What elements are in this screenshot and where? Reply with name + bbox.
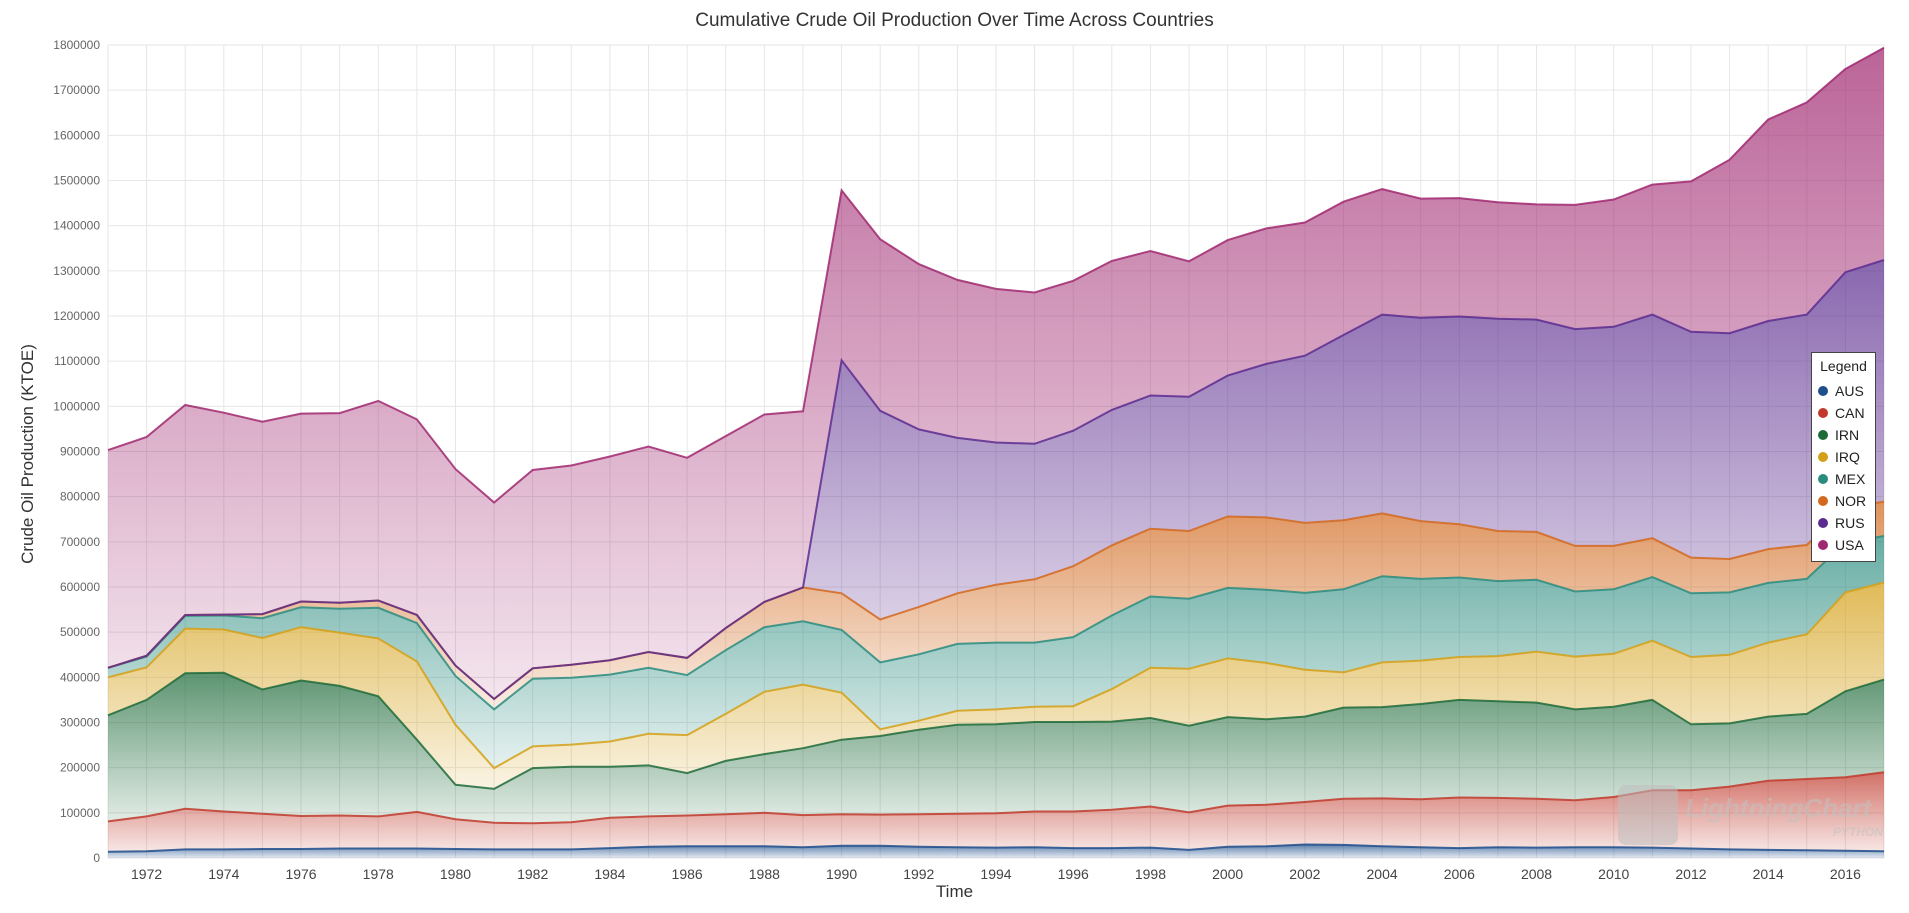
x-tick-label: 1992 [903, 866, 934, 882]
y-tick-label: 800000 [60, 490, 100, 504]
legend-marker-icon [1818, 430, 1828, 440]
y-tick-label: 400000 [60, 670, 100, 684]
x-tick-label: 1978 [363, 866, 394, 882]
x-tick-label: 1972 [131, 866, 162, 882]
area-rus [108, 260, 1884, 699]
y-tick-label: 700000 [60, 535, 100, 549]
legend-label: USA [1835, 537, 1864, 553]
y-tick-label: 1600000 [53, 128, 100, 142]
x-tick-label: 1998 [1135, 866, 1166, 882]
legend-label: RUS [1835, 515, 1865, 531]
x-axis-ticks: 1972 1974 1976 1978 1980 1982 1984 1986 1988 1990… [131, 866, 1861, 882]
x-tick-label: 1988 [749, 866, 780, 882]
legend-item-irn[interactable]: IRN [1818, 424, 1869, 446]
line-usa [107, 46, 1885, 504]
legend-label: IRN [1835, 427, 1860, 443]
y-tick-label: 900000 [60, 445, 100, 459]
watermark-brand: LightningChart [1685, 793, 1872, 823]
watermark: LightningChart PYTHON [1615, 785, 1895, 850]
x-tick-label: 2014 [1753, 866, 1784, 882]
x-tick-label: 2008 [1521, 866, 1552, 882]
legend-marker-icon [1818, 452, 1828, 462]
legend: Legend AUS CAN IRN IRQ MEX NOR RUS USA [1811, 352, 1876, 562]
y-tick-label: 1200000 [53, 309, 100, 323]
line-aus [107, 843, 1885, 853]
y-tick-label: 1300000 [53, 264, 100, 278]
line-irq [107, 581, 1885, 770]
y-tick-label: 200000 [60, 761, 100, 775]
legend-marker-icon [1818, 496, 1828, 506]
legend-item-irq[interactable]: IRQ [1818, 446, 1869, 468]
x-tick-label: 1990 [826, 866, 857, 882]
legend-title: Legend [1820, 358, 1867, 374]
watermark-sub: PYTHON [1833, 825, 1884, 839]
legend-item-aus[interactable]: AUS [1818, 380, 1869, 402]
line-rus [107, 259, 1885, 701]
legend-marker-icon [1818, 474, 1828, 484]
legend-label: MEX [1835, 471, 1866, 487]
y-tick-label: 100000 [60, 806, 100, 820]
x-tick-label: 1974 [208, 866, 239, 882]
x-tick-label: 1996 [1058, 866, 1089, 882]
series-lines [107, 46, 1885, 853]
y-tick-label: 0 [93, 851, 100, 865]
line-irn [107, 671, 1885, 790]
x-tick-label: 2006 [1444, 866, 1475, 882]
area-can [108, 772, 1884, 852]
y-tick-label: 1500000 [53, 174, 100, 188]
y-tick-label: 300000 [60, 716, 100, 730]
y-tick-label: 1800000 [53, 38, 100, 52]
watermark-logo-icon [1618, 785, 1678, 845]
area-irn [108, 672, 1884, 824]
y-tick-label: 1700000 [53, 83, 100, 97]
area-mex [108, 536, 1884, 769]
y-tick-label: 1100000 [54, 354, 100, 368]
y-axis-ticks: 0 100000 200000 300000 400000 500000 600000 700… [53, 38, 100, 865]
legend-item-mex[interactable]: MEX [1818, 468, 1869, 490]
y-tick-label: 1000000 [53, 399, 100, 413]
area-nor [108, 501, 1884, 710]
series-areas [108, 47, 1884, 858]
x-tick-label: 1982 [517, 866, 548, 882]
x-tick-label: 1984 [594, 866, 625, 882]
x-tick-label: 1986 [672, 866, 703, 882]
x-tick-label: 2016 [1830, 866, 1861, 882]
x-tick-label: 2004 [1367, 866, 1398, 882]
x-tick-label: 1980 [440, 866, 471, 882]
area-usa [108, 47, 1884, 699]
x-tick-label: 1976 [285, 866, 316, 882]
legend-marker-icon [1818, 386, 1828, 396]
legend-item-can[interactable]: CAN [1818, 402, 1869, 424]
legend-label: IRQ [1835, 449, 1860, 465]
chart-title: Cumulative Crude Oil Production Over Tim… [695, 10, 1214, 31]
legend-label: CAN [1835, 405, 1865, 421]
legend-item-usa[interactable]: USA [1818, 534, 1869, 556]
line-mex [107, 535, 1885, 711]
y-tick-label: 1400000 [53, 219, 100, 233]
x-axis-label: Time [935, 882, 974, 901]
y-tick-label: 600000 [60, 580, 100, 594]
area-irq [108, 582, 1884, 789]
legend-item-nor[interactable]: NOR [1818, 490, 1869, 512]
legend-item-rus[interactable]: RUS [1818, 512, 1869, 534]
x-tick-label: 2012 [1675, 866, 1706, 882]
y-tick-label: 500000 [60, 625, 100, 639]
legend-marker-icon [1818, 518, 1828, 528]
x-tick-label: 2002 [1289, 866, 1320, 882]
legend-marker-icon [1818, 408, 1828, 418]
legend-label: NOR [1835, 493, 1867, 509]
line-can [107, 771, 1885, 825]
x-tick-label: 2000 [1212, 866, 1243, 882]
x-tick-label: 1994 [980, 866, 1011, 882]
legend-label: AUS [1835, 383, 1864, 399]
legend-marker-icon [1818, 540, 1828, 550]
x-tick-label: 2010 [1598, 866, 1629, 882]
